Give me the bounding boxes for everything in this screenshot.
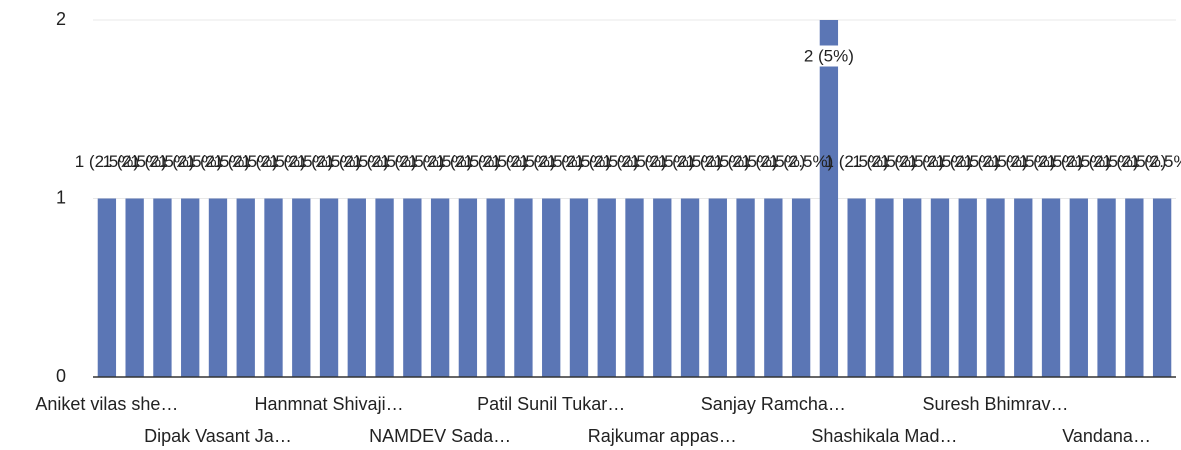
- data-label: 1 (2.5%): [130, 152, 194, 171]
- bar: [653, 198, 672, 377]
- y-tick-label: 0: [56, 366, 66, 386]
- bar: [930, 198, 950, 377]
- bar: [1014, 198, 1033, 377]
- bar: [597, 198, 616, 377]
- data-label: 1 (2.5%): [630, 152, 694, 171]
- bar: [125, 198, 144, 377]
- x-tick-label: Vandana…: [1062, 426, 1151, 446]
- x-tick-label: Aniket vilas she…: [35, 394, 178, 414]
- data-label-bg: [801, 45, 856, 67]
- data-label: 1 (2.5%): [325, 152, 389, 171]
- bar: [319, 198, 339, 377]
- x-tick-label: Hanmnat Shivaji…: [255, 394, 404, 414]
- bar: [458, 198, 478, 377]
- data-label: 1 (2.5%): [852, 152, 916, 171]
- x-tick-label: Shashikala Mad…: [811, 426, 957, 446]
- bar: [542, 198, 561, 377]
- bar: [569, 198, 589, 377]
- x-tick-label: Suresh Bhimrav…: [922, 394, 1068, 414]
- data-label: 1 (2.5%): [575, 152, 639, 171]
- data-label: 1 (2.5%): [241, 152, 305, 171]
- x-tick-label: Sanjay Ramcha…: [701, 394, 846, 414]
- y-tick-label: 1: [56, 187, 66, 207]
- data-label: 1 (2.5%): [464, 152, 528, 171]
- bar: [791, 198, 811, 377]
- x-tick-label: Dipak Vasant Ja…: [144, 426, 292, 446]
- bar: [986, 198, 1005, 377]
- bar: [903, 198, 922, 377]
- data-label: 1 (2.5%): [658, 152, 722, 171]
- bar: [153, 198, 172, 377]
- data-label: 1 (2.5%): [1102, 152, 1166, 171]
- data-label: 1 (2.5%): [686, 152, 750, 171]
- data-label: 1 (2.5%): [352, 152, 416, 171]
- bar: [97, 198, 117, 377]
- y-tick-label: 2: [56, 9, 66, 29]
- bar: [847, 198, 866, 377]
- data-label: 1 (2.5%): [908, 152, 972, 171]
- bar: [403, 198, 422, 377]
- data-label: 1 (2.5%): [741, 152, 805, 171]
- bar: [486, 198, 505, 377]
- data-label: 1 (2.5%): [519, 152, 583, 171]
- x-tick-label: Rajkumar appas…: [588, 426, 737, 446]
- data-label: 1 (2.5%): [713, 152, 777, 171]
- data-label: 1 (2.5%): [380, 152, 444, 171]
- bar: [514, 198, 533, 377]
- bar: [208, 198, 228, 377]
- data-label: 1 (2.5%): [186, 152, 250, 171]
- data-label: 1 (2.5%): [297, 152, 361, 171]
- data-label: 1 (2.5%): [1019, 152, 1083, 171]
- bar: [430, 198, 450, 377]
- data-label: 1 (2.5%): [963, 152, 1027, 171]
- x-tick-label: Patil Sunil Tukar…: [477, 394, 625, 414]
- bar: [819, 20, 839, 377]
- data-label: 1 (2.5%): [602, 152, 666, 171]
- bar: [958, 198, 977, 377]
- bar: [1069, 198, 1088, 377]
- data-label: 1 (2.5%): [547, 152, 611, 171]
- data-label: 1 (2.5%): [825, 152, 889, 171]
- bar: [1041, 198, 1061, 377]
- data-label: 2 (5%): [804, 46, 854, 65]
- data-label: 1 (2.5%): [158, 152, 222, 171]
- data-label: 1 (2.5%): [991, 152, 1055, 171]
- bar: [292, 198, 311, 377]
- data-label: 1 (2.5%): [75, 152, 139, 171]
- bar: [236, 198, 255, 377]
- data-label: 1 (2.5%): [880, 152, 944, 171]
- bar: [1097, 198, 1116, 377]
- data-label: 1 (2.5%): [1130, 152, 1181, 171]
- bar: [375, 198, 394, 377]
- data-label: 1 (2.5%): [1047, 152, 1111, 171]
- bar: [625, 198, 644, 377]
- bar: [264, 198, 283, 377]
- data-label: 1 (2.5%): [214, 152, 278, 171]
- data-label: 1 (2.5%): [936, 152, 1000, 171]
- data-label: 1 (2.5%): [269, 152, 333, 171]
- bar: [764, 198, 783, 377]
- bar: [347, 198, 366, 377]
- data-label: 1 (2.5%): [1074, 152, 1138, 171]
- data-label: 1 (2.5%): [491, 152, 555, 171]
- bar: [736, 198, 755, 377]
- data-label: 1 (2.5%): [769, 152, 833, 171]
- bar: [181, 198, 200, 377]
- x-tick-label: NAMDEV Sada…: [369, 426, 511, 446]
- data-label: 1 (2.5%): [436, 152, 500, 171]
- bar: [708, 198, 727, 377]
- bar: [875, 198, 894, 377]
- bar: [680, 198, 700, 377]
- data-label: 1 (2.5%): [408, 152, 472, 171]
- bar: [1152, 198, 1172, 377]
- bar: [1125, 198, 1144, 377]
- data-label: 1 (2.5%): [103, 152, 167, 171]
